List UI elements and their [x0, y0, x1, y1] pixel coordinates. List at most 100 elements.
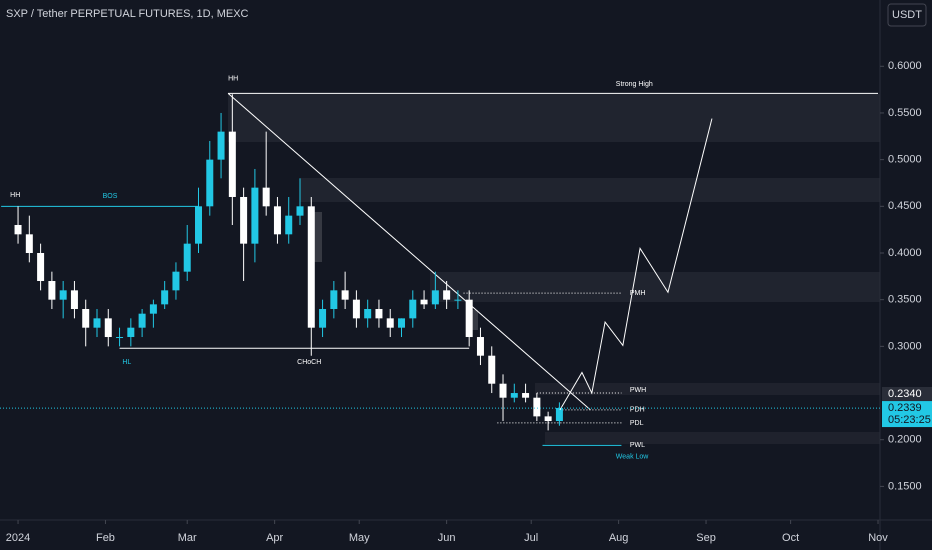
candle-body — [14, 224, 22, 235]
candle-body — [488, 355, 496, 384]
trendline — [227, 92, 591, 411]
annotation: Weak Low — [616, 453, 649, 460]
candle-body — [499, 383, 507, 398]
annotation: BOS — [103, 193, 118, 200]
price-tag — [882, 386, 932, 401]
annotation: Strong High — [616, 81, 653, 88]
annotation: HH — [228, 75, 238, 82]
candle-body — [59, 290, 67, 300]
candle-body — [544, 416, 552, 422]
candle-body — [116, 337, 124, 339]
x-tick-label: Jul — [524, 532, 538, 544]
candle-body — [465, 299, 473, 338]
candle-body — [431, 290, 439, 305]
annotation: HH — [10, 192, 20, 199]
candle-body — [172, 271, 180, 291]
annotation: PWL — [630, 442, 645, 449]
x-tick-label: May — [349, 532, 370, 544]
zones — [228, 94, 880, 444]
y-tick-label: 0.3000 — [888, 340, 922, 352]
zone — [430, 272, 880, 302]
candle-body — [149, 304, 157, 314]
candle-body — [273, 206, 281, 235]
candle-body — [522, 393, 530, 398]
candle-body — [183, 243, 191, 272]
y-tick-label: 0.6000 — [888, 60, 922, 72]
candle-body — [82, 309, 90, 328]
annotation: HL — [122, 359, 131, 366]
candle-body — [443, 290, 451, 300]
currency[interactable]: USDT — [892, 9, 922, 21]
candle-body — [104, 318, 112, 338]
y-tick-label: 0.4500 — [888, 200, 922, 212]
candle-body — [70, 290, 78, 310]
candle-body — [364, 309, 372, 319]
candle-body — [330, 290, 338, 310]
candle-body — [319, 309, 327, 328]
candle-body — [217, 131, 225, 160]
candle-body — [240, 196, 248, 244]
y-tick-label: 0.5500 — [888, 107, 922, 119]
zone — [545, 432, 880, 444]
y-tick-label: 0.2000 — [888, 434, 922, 446]
candle-body — [25, 234, 33, 253]
candle-body — [138, 313, 146, 328]
candle-body — [285, 215, 293, 235]
candle-body — [206, 159, 214, 207]
x-tick-label: Oct — [782, 532, 799, 544]
y-tick-label: 0.1500 — [888, 480, 922, 492]
zone — [535, 383, 880, 395]
zone — [228, 94, 880, 142]
candle-body — [375, 309, 383, 319]
candle-body — [307, 206, 315, 328]
candle-body — [161, 290, 169, 305]
candle-body — [454, 299, 462, 301]
candle-body — [48, 281, 56, 300]
candle-body — [262, 187, 270, 207]
candle-body — [409, 299, 417, 319]
y-tick-label: 0.3500 — [888, 294, 922, 306]
annotation: PWH — [630, 387, 646, 394]
candle-body — [555, 407, 563, 422]
annotation: PMH — [630, 290, 646, 297]
annotation: PDL — [630, 420, 644, 427]
x-tick-label: Aug — [609, 532, 629, 544]
candle-body — [93, 318, 101, 328]
candle-body — [228, 131, 236, 197]
candle-body — [296, 206, 304, 216]
candle-body — [398, 318, 406, 328]
candle-body — [510, 393, 518, 398]
zone — [300, 178, 880, 202]
price-tag — [882, 401, 932, 428]
forecast-path — [559, 118, 713, 411]
x-tick-label: 2024 — [6, 532, 30, 544]
x-tick-label: Sep — [696, 532, 716, 544]
price-tag-label: 0.2339 — [888, 402, 922, 414]
currency-box[interactable] — [887, 3, 927, 27]
chart-title: SXP / Tether PERPETUAL FUTURES, 1D, MEXC — [6, 8, 249, 20]
zone — [312, 212, 322, 262]
candle-body — [352, 299, 360, 319]
candle-body — [195, 206, 203, 244]
candle-body — [476, 337, 484, 356]
candle-body — [341, 290, 349, 300]
price-timer: 05:23:25 — [888, 414, 931, 426]
y-tick-label: 0.5000 — [888, 154, 922, 166]
x-tick-label: Apr — [266, 532, 283, 544]
candle-body — [533, 397, 541, 417]
x-tick-label: Feb — [96, 532, 115, 544]
y-tick-label: 0.4000 — [888, 247, 922, 259]
x-tick-label: Mar — [178, 532, 197, 544]
annotation: CHoCH — [297, 359, 321, 366]
zone — [468, 310, 478, 330]
candle-body — [386, 318, 394, 328]
x-tick-label: Nov — [868, 532, 888, 544]
candle-body — [251, 187, 259, 244]
candle-body — [420, 299, 428, 305]
annotation: PDH — [630, 407, 645, 414]
x-tick-label: Jun — [438, 532, 456, 544]
price-tag-label: 0.2340 — [888, 388, 922, 400]
candle-body — [37, 252, 45, 282]
